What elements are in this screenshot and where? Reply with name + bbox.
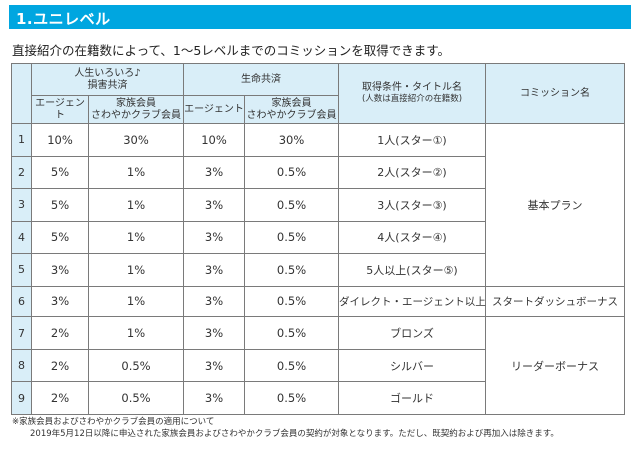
cell-agent-2: 3% bbox=[183, 220, 246, 255]
header-row-1: 人生いろいろ♪ 損害共済 生命共済 取得条件・タイトル名 (人数は直接紹介の在籍… bbox=[11, 63, 626, 124]
table-row: 9 2% 0.5% 3% 0.5% ゴールド bbox=[11, 381, 625, 415]
cell-family-1: 0.5% bbox=[87, 381, 185, 415]
section-title-bar: 1.ユニレベル bbox=[9, 5, 631, 29]
header-commission: コミッション名 bbox=[485, 63, 626, 124]
cell-condition: ダイレクト・エージェント以上 bbox=[338, 285, 487, 318]
header-condition-note: (人数は直接紹介の在籍数) bbox=[361, 94, 463, 105]
header-family-2: 家族会員 さわやかクラブ会員 bbox=[244, 95, 340, 124]
level-number: 7 bbox=[11, 316, 32, 350]
intro-text: 直接紹介の在籍数によって、1〜5レベルまでのコミッションを取得できます。 bbox=[12, 43, 451, 58]
cell-agent-1: 2% bbox=[31, 381, 89, 415]
level-number: 8 bbox=[11, 348, 32, 383]
cell-agent-2: 3% bbox=[183, 155, 246, 190]
uni-level-table: 人生いろいろ♪ 損害共済 生命共済 取得条件・タイトル名 (人数は直接紹介の在籍… bbox=[11, 63, 626, 415]
footnote: ※家族会員およびさわやかクラブ会員の適用について 2019年5月12日以降に申込… bbox=[12, 417, 559, 440]
cell-condition: ゴールド bbox=[338, 381, 487, 415]
commission-leader: リーダーボーナス bbox=[485, 316, 626, 415]
cell-family-2: 30% bbox=[244, 123, 340, 157]
cell-agent-2: 3% bbox=[183, 316, 246, 350]
cell-family-2: 0.5% bbox=[244, 381, 340, 415]
level-number: 4 bbox=[11, 220, 32, 255]
cell-agent-1: 5% bbox=[31, 188, 89, 222]
cell-condition: 2人(スター②) bbox=[338, 155, 487, 190]
cell-family-2: 0.5% bbox=[244, 348, 340, 383]
header-condition-label: 取得条件・タイトル名 bbox=[362, 82, 463, 94]
level-number: 2 bbox=[11, 155, 32, 190]
cell-family-1: 1% bbox=[87, 220, 185, 255]
cell-family-1: 30% bbox=[87, 123, 185, 157]
table-row: 6 3% 1% 3% 0.5% ダイレクト・エージェント以上 スタートダッシュボ… bbox=[11, 285, 626, 318]
cell-agent-2: 3% bbox=[183, 253, 246, 287]
cell-family-2: 0.5% bbox=[244, 285, 340, 318]
cell-condition: 1人(スター①) bbox=[338, 123, 487, 157]
cell-family-2: 0.5% bbox=[244, 155, 340, 190]
cell-condition: 4人(スター④) bbox=[338, 220, 487, 255]
footnote-line-2: 2019年5月12日以降に申込された家族会員およびさわやかクラブ会員の契約が対象… bbox=[30, 428, 559, 439]
header-group2: 生命共済 bbox=[183, 63, 340, 96]
table-row: 3 5% 1% 3% 0.5% 3人(スター③) bbox=[11, 188, 625, 222]
cell-family-1: 1% bbox=[87, 285, 185, 318]
cell-condition: 5人以上(スター⑤) bbox=[338, 253, 487, 287]
cell-agent-1: 3% bbox=[31, 253, 89, 287]
cell-family-1: 1% bbox=[87, 188, 185, 222]
cell-agent-2: 3% bbox=[183, 381, 246, 415]
cell-family-2: 0.5% bbox=[244, 188, 340, 222]
header-group1: 人生いろいろ♪ 損害共済 bbox=[30, 63, 185, 96]
level-number: 6 bbox=[11, 285, 32, 318]
commission-basic: 基本プラン bbox=[485, 123, 626, 287]
table-row: 1 10% 30% 10% 30% 1人(スター①) 基本プラン bbox=[11, 123, 626, 287]
cell-condition: ブロンズ bbox=[338, 316, 487, 350]
level-number: 1 bbox=[11, 123, 32, 157]
cell-family-1: 0.5% bbox=[87, 348, 185, 383]
table-row: 2 5% 1% 3% 0.5% 2人(スター②) bbox=[11, 155, 625, 190]
header-condition: 取得条件・タイトル名 (人数は直接紹介の在籍数) bbox=[338, 63, 487, 124]
cell-agent-1: 2% bbox=[31, 316, 89, 350]
cell-family-1: 1% bbox=[87, 316, 185, 350]
cell-family-2: 0.5% bbox=[244, 316, 340, 350]
cell-condition: シルバー bbox=[338, 348, 487, 383]
cell-agent-1: 3% bbox=[31, 285, 89, 318]
cell-agent-1: 10% bbox=[31, 123, 89, 157]
commission-startdash: スタートダッシュボーナス bbox=[485, 285, 626, 318]
cell-family-1: 1% bbox=[87, 155, 185, 190]
cell-agent-2: 3% bbox=[183, 188, 246, 222]
level-number: 5 bbox=[11, 253, 32, 287]
header-family-1: 家族会員 さわやかクラブ会員 bbox=[87, 95, 185, 124]
header-level-corner bbox=[11, 63, 32, 124]
header-row-2: エージェント 家族会員 さわやかクラブ会員 エージェント 家族会員 さわやかクラ… bbox=[12, 95, 625, 124]
level-number: 9 bbox=[11, 381, 32, 415]
table-row: 4 5% 1% 3% 0.5% 4人(スター④) bbox=[11, 220, 625, 255]
cell-agent-1: 2% bbox=[31, 348, 89, 383]
cell-agent-2: 10% bbox=[183, 123, 246, 157]
header-agent-1: エージェント bbox=[31, 95, 89, 124]
cell-family-1: 1% bbox=[87, 253, 185, 287]
cell-agent-1: 5% bbox=[31, 155, 89, 190]
cell-family-2: 0.5% bbox=[244, 220, 340, 255]
cell-agent-1: 5% bbox=[31, 220, 89, 255]
cell-family-2: 0.5% bbox=[244, 253, 340, 287]
footnote-line-1: ※家族会員およびさわやかクラブ会員の適用について bbox=[12, 417, 215, 427]
table-row: 7 2% 1% 3% 0.5% ブロンズ リーダーボーナス bbox=[11, 316, 626, 415]
cell-agent-2: 3% bbox=[183, 348, 246, 383]
cell-agent-2: 3% bbox=[183, 285, 246, 318]
level-number: 3 bbox=[11, 188, 32, 222]
header-agent-2: エージェント bbox=[183, 95, 246, 124]
cell-condition: 3人(スター③) bbox=[338, 188, 487, 222]
section-title: 1.ユニレベル bbox=[16, 10, 111, 28]
